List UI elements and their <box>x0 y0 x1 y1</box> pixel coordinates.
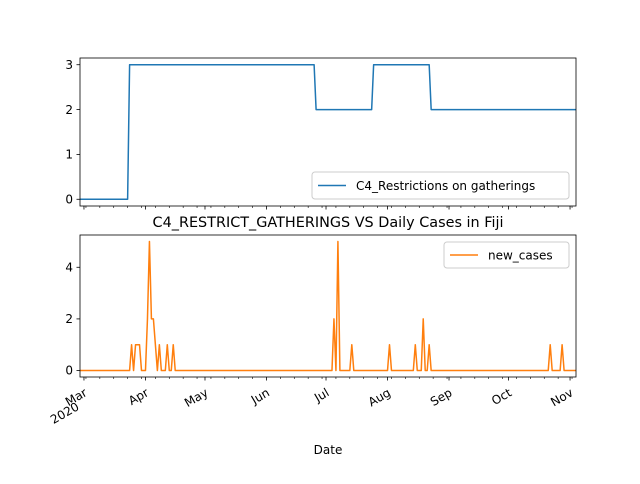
restrictions-legend-label: C4_Restrictions on gatherings <box>356 179 535 193</box>
cases-series <box>80 240 576 372</box>
cases-legend-label: new_cases <box>488 249 553 263</box>
restrictions-series <box>80 63 576 201</box>
restrictions-y-axis: 0 1 2 3 <box>65 58 80 206</box>
x-tick-label: Jul <box>311 385 331 405</box>
y-tick-label: 4 <box>65 260 73 274</box>
restrictions-panel: 0 1 2 3 C4_Restrictions on gatherings <box>65 57 577 210</box>
cases-axes-frame <box>79 234 577 378</box>
cases-panel: C4_RESTRICT_GATHERINGS VS Daily Cases in… <box>48 215 577 457</box>
y-tick-label: 3 <box>65 58 73 72</box>
x-axis-label: Date <box>314 443 343 457</box>
y-tick-label: 0 <box>65 192 73 206</box>
series-line-new-cases <box>80 240 576 372</box>
series-line-restrictions <box>80 63 576 201</box>
cases-y-axis: 0 2 4 <box>65 260 80 378</box>
y-tick-label: 1 <box>65 148 73 162</box>
y-tick-label: 2 <box>65 103 73 117</box>
y-tick-label: 0 <box>65 364 73 378</box>
restrictions-axes-frame <box>79 57 577 207</box>
cases-legend: new_cases <box>443 241 570 269</box>
y-tick-label: 2 <box>65 312 73 326</box>
restrictions-legend: C4_Restrictions on gatherings <box>311 171 570 200</box>
cases-chart-title: C4_RESTRICT_GATHERINGS VS Daily Cases in… <box>153 215 504 231</box>
